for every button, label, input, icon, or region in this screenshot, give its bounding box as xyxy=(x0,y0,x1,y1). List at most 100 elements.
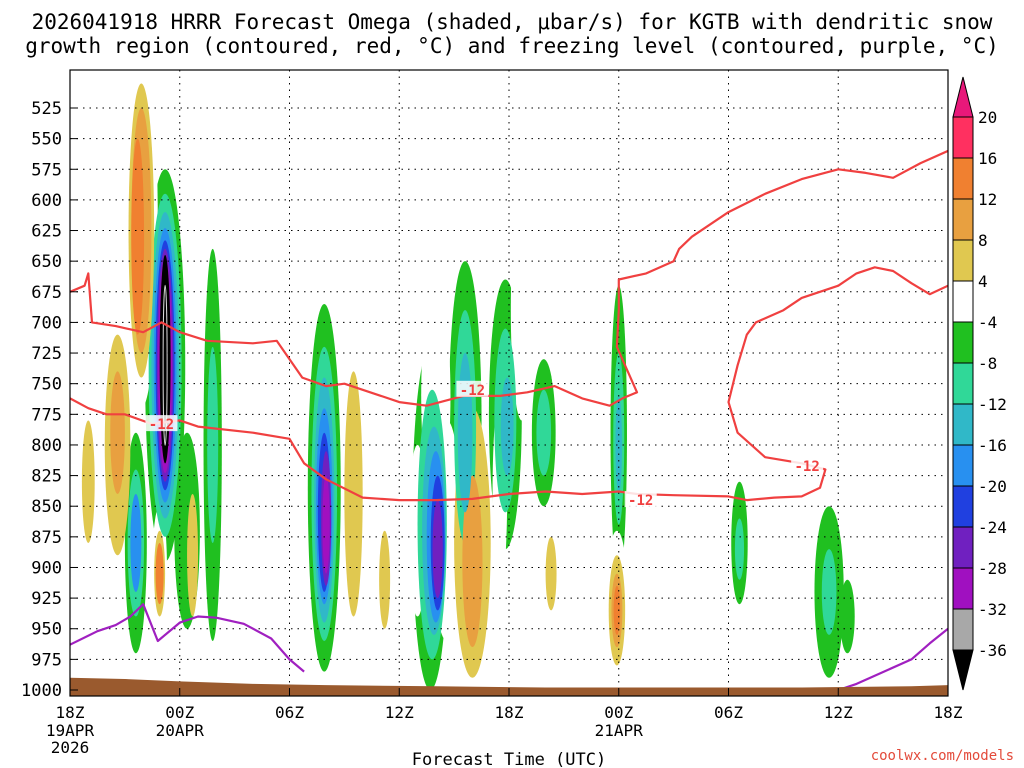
x-tick-label: 00Z xyxy=(604,703,633,722)
omega-shading-layer xyxy=(77,70,948,691)
omega-shade-region xyxy=(364,199,383,494)
colorbar-label: -4 xyxy=(978,313,997,332)
omega-shade-region xyxy=(686,395,698,543)
omega-shade-region xyxy=(615,395,623,494)
y-tick-label: 950 xyxy=(31,620,62,640)
colorbar-swatch xyxy=(952,157,974,200)
colorbar-swatch xyxy=(952,280,974,323)
x-tick-label: 06Z xyxy=(714,703,743,722)
colorbar-swatch xyxy=(952,198,974,241)
omega-shade-region xyxy=(273,371,288,543)
y-tick-label: 900 xyxy=(31,558,62,578)
omega-shade-region xyxy=(130,493,142,592)
y-axis: 525 550 575 600 625 650 675 700 725 750 775 800 825 8… xyxy=(21,99,78,701)
omega-shade-region xyxy=(821,549,837,635)
y-tick-label: 575 xyxy=(31,160,62,180)
gridlines xyxy=(70,70,948,696)
y-tick-label: 525 xyxy=(31,99,62,119)
colorbar-label: 20 xyxy=(978,108,997,127)
omega-shade-region xyxy=(909,150,932,225)
x-tick-label: 18Z xyxy=(495,703,524,722)
omega-shade-region xyxy=(207,346,219,543)
omega-shade-region xyxy=(285,150,308,494)
x-tick-label: 18Z xyxy=(934,703,963,722)
y-tick-label: 925 xyxy=(31,589,62,609)
omega-shade-region xyxy=(640,567,663,666)
x-tick-label: 06Z xyxy=(275,703,304,722)
colorbar-label: -36 xyxy=(978,641,1007,660)
y-tick-label: 775 xyxy=(31,405,62,425)
omega-shade-region xyxy=(159,255,171,464)
omega-shade-region xyxy=(900,101,948,347)
credit-text: coolwx.com/models xyxy=(870,748,1014,764)
colorbar-swatch xyxy=(952,444,974,487)
colorbar-swatch xyxy=(952,116,974,159)
omega-shade-region xyxy=(379,530,391,629)
contour-label: -12 xyxy=(628,493,653,509)
omega-shade-region xyxy=(814,199,826,298)
x-tick-label: 12Z xyxy=(385,703,414,722)
omega-shade-region xyxy=(867,616,912,691)
colorbar: 20 16 12 8 4 -4 -8 -12 -16 -20 -24 -28 -32 -36 xyxy=(952,76,1007,691)
omega-shade-region xyxy=(682,591,702,691)
omega-shade-region xyxy=(583,285,603,556)
colorbar-swatch xyxy=(952,321,974,364)
omega-shade-region xyxy=(155,542,164,605)
omega-shade-region xyxy=(536,389,552,476)
colorbar-swatch xyxy=(952,608,974,651)
contour-labels: -12 -12 -12 -12 xyxy=(145,380,824,509)
x-tick-sublabel: 19APR xyxy=(46,721,95,740)
contour-label-bg xyxy=(791,456,824,473)
y-tick-label: 750 xyxy=(31,375,62,395)
contour-label-bg xyxy=(624,491,657,508)
contour-label-bg xyxy=(145,415,178,432)
colorbar-swatch xyxy=(952,567,974,610)
omega-shade-region xyxy=(658,481,681,654)
colorbar-label: 4 xyxy=(978,272,988,291)
freezing-level-right xyxy=(837,627,948,692)
dgz-upper-contour xyxy=(70,149,948,407)
chart-title-line2: growth region (contoured, red, °C) and f… xyxy=(25,34,999,58)
colorbar-label: -28 xyxy=(978,559,1007,578)
colorbar-label: -32 xyxy=(978,600,1007,619)
colorbar-swatch xyxy=(952,239,974,282)
colorbar-label: 12 xyxy=(978,190,997,209)
omega-shade-region xyxy=(658,199,670,274)
omega-shade-region xyxy=(549,248,564,396)
omega-shade-region xyxy=(840,579,855,654)
y-tick-label: 875 xyxy=(31,528,62,548)
y-tick-label: 550 xyxy=(31,130,62,150)
y-tick-label: 700 xyxy=(31,313,62,333)
y-tick-label: 975 xyxy=(31,650,62,670)
chart-title-line1: 2026041918 HRRR Forecast Omega (shaded, … xyxy=(31,10,993,34)
colorbar-label: -12 xyxy=(978,395,1007,414)
omega-shade-region xyxy=(545,536,557,611)
colorbar-label: -16 xyxy=(978,436,1007,455)
omega-shade-region xyxy=(457,353,473,513)
contour-label-bg xyxy=(456,380,489,397)
y-tick-label: 1000 xyxy=(21,681,62,701)
y-tick-label: 600 xyxy=(31,191,62,211)
contour-label: -12 xyxy=(795,459,820,475)
omega-shade-region xyxy=(131,138,145,335)
omega-shade-region xyxy=(110,371,125,494)
omega-shade-region xyxy=(236,70,255,494)
colorbar-label: -8 xyxy=(978,354,997,373)
x-tick-sublabel: 2026 xyxy=(51,738,90,757)
colorbar-label: -20 xyxy=(978,477,1007,496)
contour-label: -12 xyxy=(149,417,174,433)
omega-shade-region xyxy=(462,475,483,648)
omega-shade-region xyxy=(432,500,443,599)
x-tick-label: 00Z xyxy=(165,703,194,722)
omega-shade-outline xyxy=(162,284,168,446)
dgz-lower-contour xyxy=(70,266,948,502)
colorbar-label: 8 xyxy=(978,231,988,250)
y-tick-label: 675 xyxy=(31,283,62,303)
colorbar-swatch xyxy=(952,362,974,405)
colorbar-swatch xyxy=(952,526,974,569)
freezing-level-left xyxy=(70,603,305,673)
omega-shade-region xyxy=(216,70,239,225)
omega-shade-region xyxy=(510,199,533,421)
